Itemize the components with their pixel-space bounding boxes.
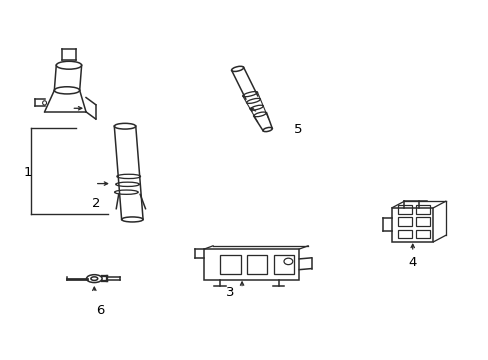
Bar — [246, 255, 267, 274]
Bar — [220, 255, 240, 274]
Text: 3: 3 — [225, 287, 234, 300]
Bar — [415, 230, 428, 238]
Bar — [397, 217, 411, 226]
Bar — [204, 249, 299, 279]
Bar — [391, 208, 432, 242]
Bar — [273, 255, 294, 274]
Text: 4: 4 — [407, 256, 416, 269]
Bar — [415, 217, 428, 226]
Text: 2: 2 — [91, 197, 100, 210]
Text: 1: 1 — [23, 166, 32, 179]
Bar — [415, 205, 428, 214]
Bar — [397, 205, 411, 214]
Bar — [397, 230, 411, 238]
Text: 6: 6 — [96, 305, 104, 318]
Text: 5: 5 — [293, 123, 302, 136]
